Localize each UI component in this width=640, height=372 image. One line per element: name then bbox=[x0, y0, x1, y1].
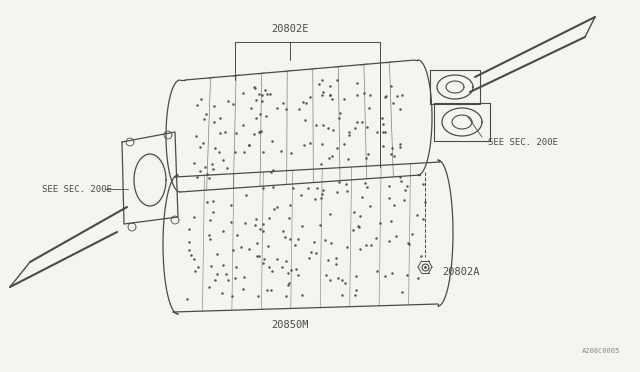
Text: A208C0005: A208C0005 bbox=[582, 348, 620, 354]
Text: SEE SEC. 200E: SEE SEC. 200E bbox=[42, 185, 112, 193]
Text: 20802A: 20802A bbox=[442, 267, 479, 277]
Text: 20850M: 20850M bbox=[271, 320, 308, 330]
Text: SEE SEC. 200E: SEE SEC. 200E bbox=[488, 138, 558, 147]
Text: 20802E: 20802E bbox=[271, 24, 308, 34]
